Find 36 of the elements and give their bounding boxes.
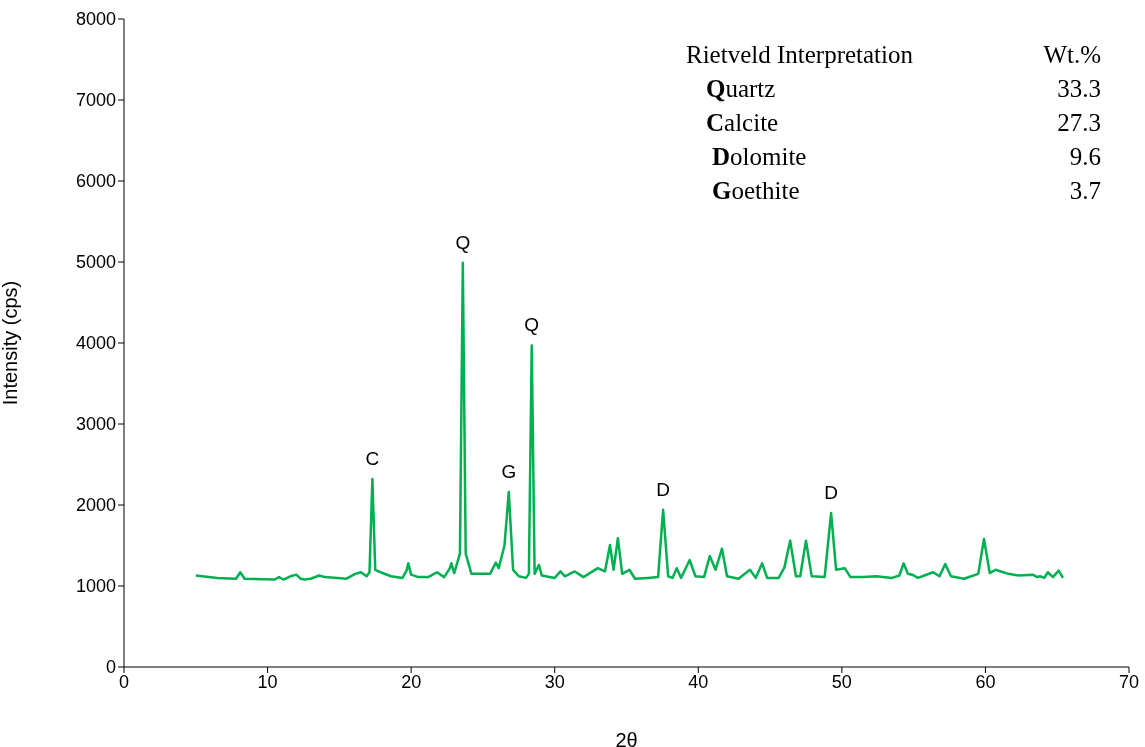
y-tick-label: 7000 bbox=[75, 90, 116, 111]
annotation: 33.3 bbox=[1056, 74, 1101, 104]
annotation: Dolomite bbox=[712, 142, 807, 172]
annotation: D bbox=[824, 482, 838, 504]
annotation: C bbox=[365, 448, 380, 470]
annotation: Rietveld Interpretation bbox=[686, 40, 914, 70]
annotation: Wt.% bbox=[1042, 40, 1101, 70]
y-tick-label: 0 bbox=[105, 657, 116, 678]
x-tick-label: 60 bbox=[975, 671, 996, 692]
x-tick-label: 0 bbox=[118, 671, 130, 692]
x-axis-title: 2θ bbox=[615, 729, 638, 747]
annotation: Quartz bbox=[706, 74, 776, 104]
annotation: 3.7 bbox=[1068, 176, 1101, 206]
line-series bbox=[194, 261, 1065, 581]
annotation: Q bbox=[524, 314, 540, 336]
y-tick-label: 6000 bbox=[75, 171, 116, 192]
x-tick-label: 50 bbox=[831, 671, 852, 692]
annotation: Goethite bbox=[712, 176, 800, 206]
annotation: Calcite bbox=[706, 108, 779, 138]
y-tick-label: 3000 bbox=[75, 414, 116, 435]
y-tick-label: 5000 bbox=[75, 252, 116, 273]
x-tick-label: 30 bbox=[544, 671, 565, 692]
y-axis-title: Intensity (cps) bbox=[0, 280, 22, 406]
annotation: 9.6 bbox=[1068, 142, 1101, 172]
y-tick-label: 1000 bbox=[75, 576, 116, 597]
x-tick-label: 70 bbox=[1118, 671, 1140, 692]
annotation: Q bbox=[455, 231, 471, 253]
annotation: 27.3 bbox=[1056, 108, 1101, 138]
y-tick-label: 4000 bbox=[75, 333, 116, 354]
x-tick-label: 40 bbox=[688, 671, 709, 692]
annotation: D bbox=[656, 478, 670, 500]
y-tick-label: 8000 bbox=[75, 9, 116, 30]
x-tick-label: 10 bbox=[257, 671, 278, 692]
y-tick-label: 2000 bbox=[75, 495, 116, 516]
annotation: G bbox=[501, 461, 517, 483]
x-tick-label: 20 bbox=[401, 671, 422, 692]
